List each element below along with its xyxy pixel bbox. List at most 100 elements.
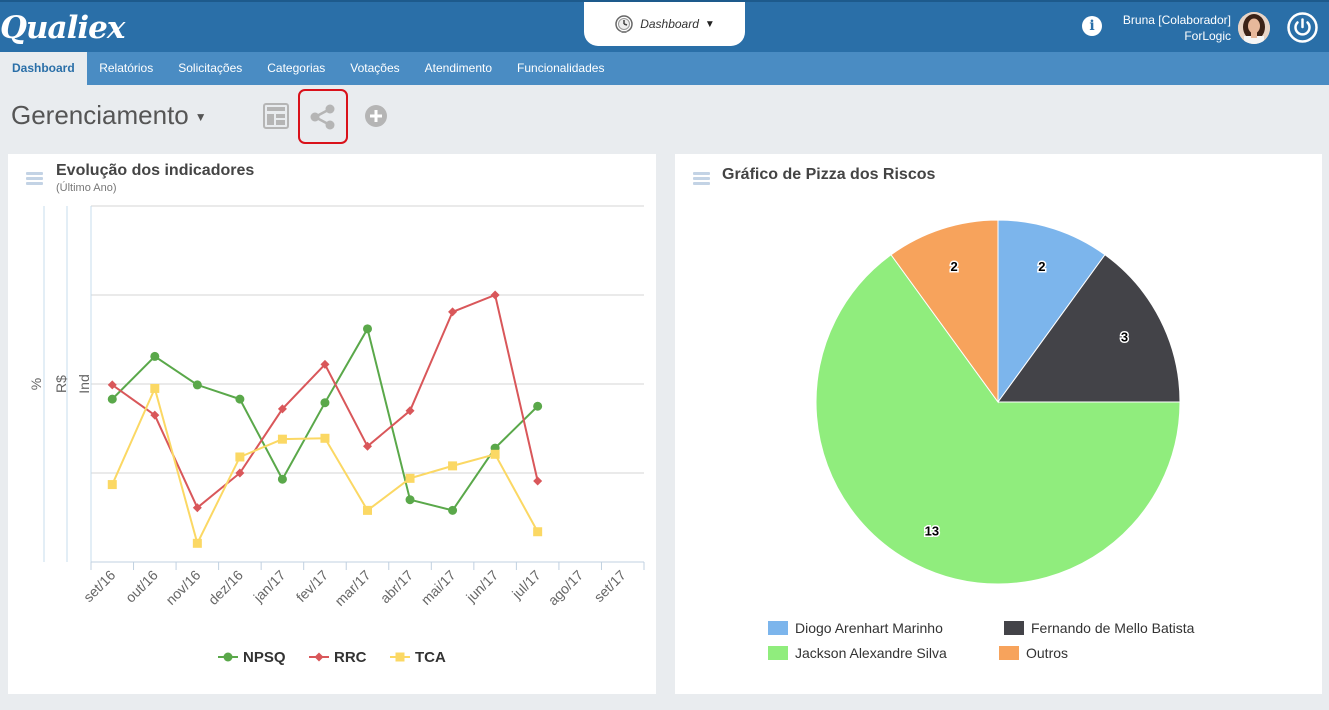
data-point-tca[interactable] [363,505,372,515]
info-icon[interactable]: i [1082,16,1102,36]
data-point-rrc[interactable] [235,468,245,478]
data-point-rrc[interactable] [277,404,287,414]
pie-data-label: 3 [1121,330,1128,345]
data-point-rrc[interactable] [363,441,372,451]
data-point-tca[interactable] [277,434,287,444]
legend-item-npsq[interactable]: NPSQ [218,649,286,666]
data-point-npsq[interactable] [277,474,287,484]
data-point-tca[interactable] [107,480,117,490]
series-line-tca [111,385,539,547]
share-icon [310,104,335,130]
x-tick-label: jul/17 [508,567,544,603]
chart-menu-icon[interactable] [26,172,43,185]
legend-item-tca[interactable]: TCA [390,649,446,666]
data-point-tca[interactable] [490,449,500,459]
page-title: Gerenciamento [11,100,189,130]
legend-item-diogo-arenhart-marinho[interactable]: Diogo Arenhart Marinho [768,620,943,636]
data-point-rrc[interactable] [320,359,330,369]
line-chart-subtitle: (Último Ano) [56,182,117,194]
data-point-npsq[interactable] [448,505,458,515]
data-point-rrc[interactable] [448,307,458,317]
data-point-tca[interactable] [192,538,202,548]
legend-swatch [999,646,1019,660]
data-point-tca[interactable] [235,452,245,462]
user-info[interactable]: Bruna [Colaborador] ForLogic [1123,12,1231,44]
legend-swatch [768,621,788,635]
data-point-rrc[interactable] [192,503,202,513]
data-point-tca[interactable] [320,433,330,443]
data-point-npsq[interactable] [107,394,117,404]
pie-chart: 2 3 13 2 [815,219,1181,585]
legend-label: NPSQ [243,649,286,666]
x-tick-label: set/16 [80,567,118,605]
x-tick-label: abr/17 [377,567,417,607]
data-point-rrc[interactable] [150,410,160,420]
line-chart-panel: Evolução dos indicadores (Último Ano) % R… [8,154,656,694]
chevron-down-icon: ▼ [194,110,207,125]
data-point-rrc[interactable] [533,476,543,486]
page-title-dropdown[interactable]: Gerenciamento ▼ [11,100,207,131]
top-bar: Qualiex Dashboard ▼ i Bruna [Colaborador… [0,0,1329,52]
legend-swatch [768,646,788,660]
x-tick-label: set/17 [591,567,629,605]
nav-item-categorias[interactable]: Categorias [267,61,326,75]
power-icon[interactable] [1287,12,1318,43]
data-point-npsq[interactable] [235,394,245,404]
nav-item-funcionalidades[interactable]: Funcionalidades [517,61,605,75]
legend-item-outros[interactable]: Outros [999,645,1068,661]
pie-slice-outros[interactable] [890,219,999,404]
nav-item-solicitacoes[interactable]: Solicitações [178,61,243,75]
legend-marker [314,652,324,662]
user-company: ForLogic [1184,29,1231,43]
legend-label: Fernando de Mello Batista [1031,620,1195,636]
share-button[interactable] [298,89,348,144]
avatar[interactable] [1238,12,1270,44]
data-point-tca[interactable] [533,527,543,537]
x-tick-label: nov/16 [162,567,203,608]
pie-slice-diogo-arenhart-marinho[interactable] [997,219,1106,404]
x-tick-label: mai/17 [418,567,459,608]
data-point-npsq[interactable] [363,324,372,334]
legend-label: TCA [415,649,446,666]
x-tick-label: ago/17 [545,567,587,609]
x-tick-label: jun/17 [462,567,501,606]
legend-label: Jackson Alexandre Silva [795,645,947,661]
data-point-tca[interactable] [448,461,458,471]
pie-slice-jackson-alexandre-silva[interactable] [815,254,1181,585]
legend-label: RRC [334,649,367,666]
nav-item-votacoes[interactable]: Votações [350,61,400,75]
nav-item-dashboard[interactable]: Dashboard [0,52,87,85]
data-point-rrc[interactable] [405,406,415,416]
qualiex-logo[interactable]: Qualiex [0,10,125,46]
data-point-npsq[interactable] [150,351,160,361]
pie-chart-panel: Gráfico de Pizza dos Riscos 2 3 13 2 Diogo … [675,154,1322,694]
nav-item-relatorios[interactable]: Relatórios [99,61,154,75]
line-chart-title: Evolução dos indicadores [56,162,255,179]
x-tick-label: jan/17 [250,567,289,606]
pie-data-label: 13 [925,524,939,539]
add-icon[interactable] [364,104,388,128]
data-point-rrc[interactable] [490,290,500,300]
nav-item-atendimento[interactable]: Atendimento [424,61,493,75]
data-point-tca[interactable] [405,473,415,483]
data-point-npsq[interactable] [320,398,330,408]
chart-menu-icon[interactable] [693,172,710,185]
legend-label: Diogo Arenhart Marinho [795,620,943,636]
main-nav: Dashboard Relatórios Solicitações Categoria… [0,52,1329,85]
data-point-npsq[interactable] [192,380,202,390]
series-line-npsq [111,326,539,512]
legend-item-jackson-alexandre-silva[interactable]: Jackson Alexandre Silva [768,645,947,661]
data-point-rrc[interactable] [107,380,117,390]
pie-slice-fernando-de-mello-batista[interactable] [997,254,1181,403]
legend-item-fernando-de-mello-batista[interactable]: Fernando de Mello Batista [1004,620,1194,636]
layout-icon[interactable] [263,103,289,129]
y-axis-title: Ind [76,374,92,393]
data-point-npsq[interactable] [405,495,415,505]
legend-item-rrc[interactable]: RRC [309,649,367,666]
data-point-npsq[interactable] [533,401,543,411]
dashboard-selector[interactable]: Dashboard ▼ [584,2,745,46]
line-chart: % R$ Ind set/16 out/16 nov/16 dez/16 jan/17 fev/… [28,205,645,666]
data-point-tca[interactable] [150,383,160,393]
pie-data-label: 2 [951,259,958,274]
legend-swatch [1004,621,1024,635]
